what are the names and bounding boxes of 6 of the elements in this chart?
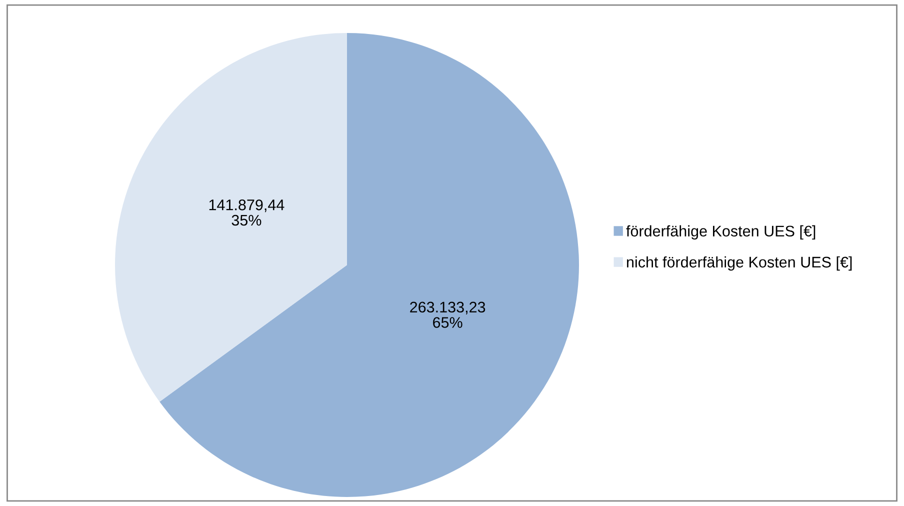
pie-slice: [115, 33, 347, 402]
legend-label: nicht förderfähige Kosten UES [€]: [626, 256, 852, 271]
pie-slice: [160, 33, 579, 497]
legend-label: förderfähige Kosten UES [€]: [626, 225, 816, 240]
data-label: 263.133,23 65%: [410, 302, 486, 328]
data-label: 141.879,44 35%: [209, 199, 284, 226]
